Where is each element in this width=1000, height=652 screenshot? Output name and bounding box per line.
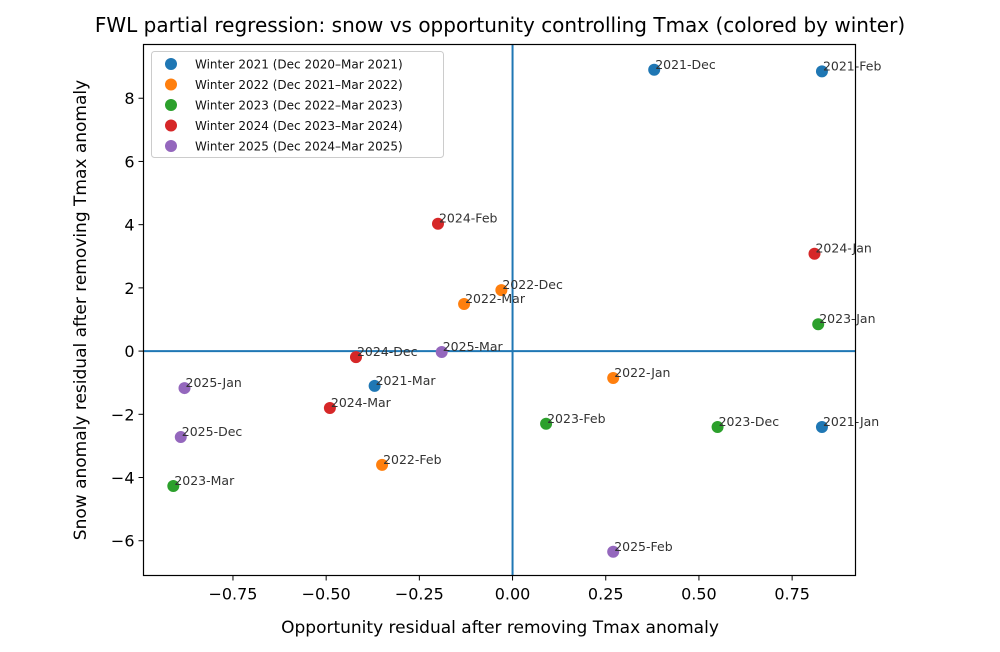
point-label: 2021-Mar	[376, 373, 437, 388]
point-label: 2023-Mar	[174, 473, 235, 488]
y-tick-label: 2	[124, 279, 134, 298]
data-point	[349, 351, 362, 364]
legend-label: Winter 2022 (Dec 2021–Mar 2022)	[195, 78, 403, 92]
x-tick-label: −0.50	[302, 585, 351, 604]
legend-marker	[165, 99, 177, 111]
legend-marker	[165, 140, 177, 152]
data-point	[815, 65, 828, 78]
reference-lines	[143, 44, 856, 576]
point-label: 2021-Dec	[655, 57, 716, 72]
point-label: 2023-Jan	[819, 311, 875, 326]
legend-frame	[151, 51, 444, 158]
x-tick-label: −0.25	[395, 585, 444, 604]
x-axis-label: Opportunity residual after removing Tmax…	[281, 618, 719, 638]
x-axis-ticks: −0.75 −0.50 −0.25 0.00 0.25 0.50 0.75	[208, 575, 810, 604]
point-label: 2023-Feb	[547, 411, 606, 426]
data-point	[178, 382, 191, 395]
data-point	[648, 63, 661, 76]
x-tick-label: 0.75	[774, 585, 810, 604]
data-point	[431, 217, 444, 230]
x-tick-label: 0.50	[681, 585, 717, 604]
x-tick-label: −0.75	[208, 585, 257, 604]
data-point	[607, 371, 620, 384]
data-point	[495, 284, 508, 297]
data-point	[458, 297, 471, 310]
y-tick-label: −4	[111, 469, 135, 488]
point-label: 2023-Dec	[719, 414, 780, 429]
y-tick-label: 6	[124, 152, 134, 171]
y-tick-label: −6	[111, 532, 135, 551]
legend-label: Winter 2025 (Dec 2024–Mar 2025)	[195, 140, 403, 154]
point-label: 2025-Feb	[614, 539, 673, 554]
legend-label: Winter 2023 (Dec 2022–Mar 2023)	[195, 99, 403, 113]
data-point	[808, 247, 821, 260]
point-label: 2022-Feb	[383, 452, 442, 467]
legend-items: Winter 2021 (Dec 2020–Mar 2021) Winter 20…	[165, 58, 403, 154]
axes-border	[142, 43, 857, 577]
point-label: 2022-Mar	[465, 291, 526, 306]
point-label: 2022-Dec	[502, 277, 563, 292]
y-axis-label: Snow anomaly residual after removing Tma…	[71, 80, 91, 540]
chart-title: FWL partial regression: snow vs opportun…	[95, 13, 905, 37]
legend: Winter 2021 (Dec 2020–Mar 2021) Winter 20…	[151, 51, 444, 158]
point-labels: 2021-Dec 2021-Feb 2021-Mar 2021-Jan 2022-Dec…	[174, 57, 881, 554]
data-point	[174, 431, 187, 444]
legend-label: Winter 2024 (Dec 2023–Mar 2024)	[195, 119, 403, 133]
y-tick-label: 0	[124, 342, 134, 361]
point-label: 2021-Jan	[823, 414, 879, 429]
data-point	[815, 420, 828, 433]
point-label: 2025-Mar	[443, 339, 504, 354]
x-tick-label: 0.00	[495, 585, 531, 604]
legend-label: Winter 2021 (Dec 2020–Mar 2021)	[195, 58, 403, 72]
data-point	[368, 379, 381, 392]
y-tick-label: −2	[111, 405, 135, 424]
data-point	[812, 318, 825, 331]
point-label: 2024-Jan	[815, 241, 871, 256]
point-label: 2025-Jan	[186, 375, 242, 390]
data-point	[376, 458, 389, 471]
legend-marker	[165, 78, 177, 91]
y-tick-label: 4	[124, 216, 134, 235]
data-point	[167, 480, 180, 493]
data-point	[540, 417, 553, 430]
x-tick-label: 0.25	[588, 585, 624, 604]
point-label: 2025-Dec	[182, 424, 243, 439]
data-point	[607, 545, 620, 558]
legend-marker	[165, 119, 177, 132]
point-label: 2024-Mar	[331, 395, 392, 410]
point-label: 2024-Feb	[439, 211, 498, 226]
data-points	[167, 63, 828, 558]
point-label: 2024-Dec	[357, 344, 418, 359]
legend-marker	[165, 58, 177, 70]
y-tick-label: 8	[124, 89, 134, 108]
point-label: 2021-Feb	[823, 58, 882, 73]
data-point	[435, 346, 448, 359]
point-label: 2022-Jan	[614, 365, 670, 380]
data-point	[323, 401, 336, 414]
y-axis-ticks: −6 −4 −2 0 2 4 6 8	[111, 89, 144, 551]
data-point	[711, 420, 724, 433]
